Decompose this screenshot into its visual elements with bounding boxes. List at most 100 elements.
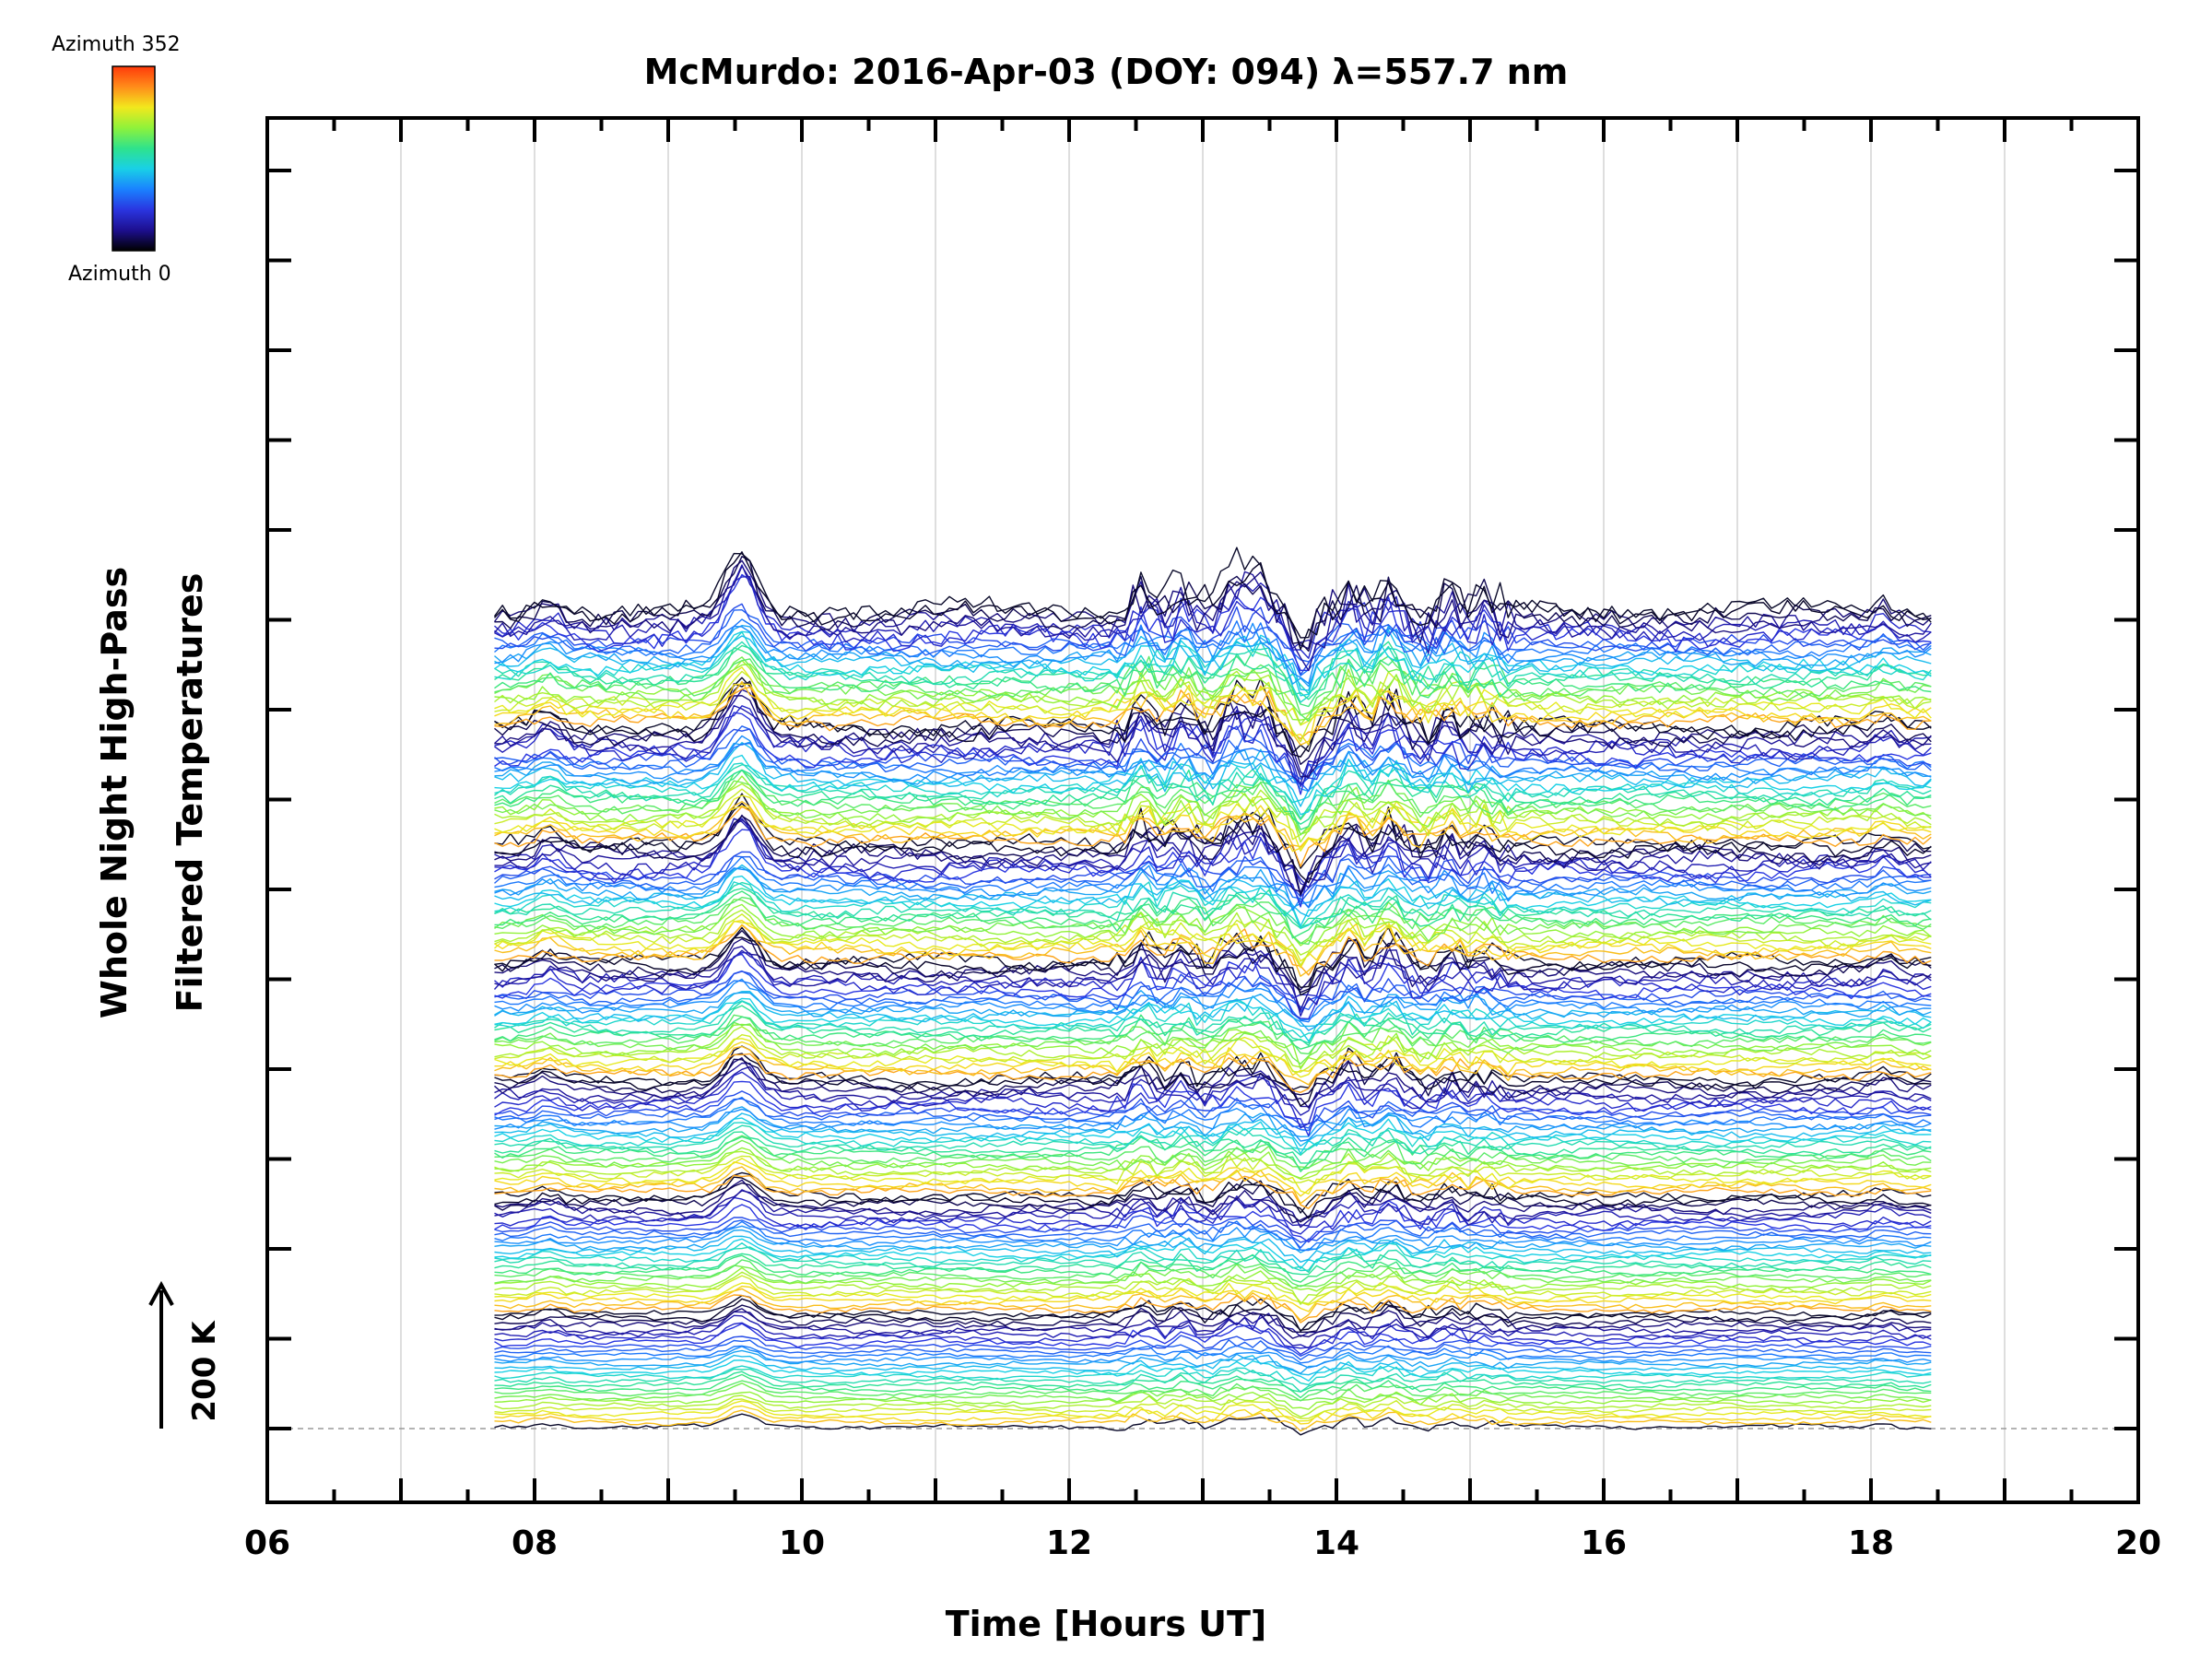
series-line <box>494 656 1932 716</box>
series-line <box>494 564 1932 654</box>
series-line <box>494 864 1932 917</box>
series-line <box>494 1371 1932 1393</box>
series-line <box>493 559 1932 650</box>
series-line <box>494 888 1932 929</box>
series-line <box>493 949 1932 1017</box>
series-line <box>494 725 1932 785</box>
series-line <box>494 1242 1932 1272</box>
series-line <box>494 1023 1932 1070</box>
axes: 06 08 10 12 14 16 18 20 <box>244 118 2161 1562</box>
series-line <box>494 663 1932 721</box>
series-line <box>494 1041 1932 1077</box>
series-line <box>494 1135 1932 1172</box>
series-line <box>494 1122 1932 1150</box>
series-line <box>494 990 1932 1031</box>
series-line <box>494 1182 1932 1223</box>
series-line <box>494 1298 1932 1331</box>
scale-bar-label: 200 K <box>186 1321 223 1422</box>
colorbar <box>112 65 156 252</box>
x-tick-label: 14 <box>1313 1524 1359 1562</box>
series-line <box>494 1373 1932 1399</box>
scale-bar-arrow-head <box>148 1280 174 1306</box>
series-line <box>494 980 1932 1023</box>
series-line <box>494 1176 1932 1219</box>
series-line <box>494 1365 1932 1386</box>
series-line <box>493 547 1932 651</box>
series-line <box>494 1294 1932 1324</box>
series-line <box>494 1391 1932 1410</box>
series-line <box>494 924 1932 977</box>
series-line <box>494 741 1932 793</box>
series-line <box>494 855 1932 908</box>
series-line <box>494 1346 1932 1369</box>
y-axis-label-line-1: Whole Night High-Pass <box>94 566 135 1019</box>
colorbar-max-label: Azimuth 352 <box>52 33 181 56</box>
series-line <box>494 1253 1932 1283</box>
series-line <box>494 1354 1932 1376</box>
series-line <box>494 1098 1932 1129</box>
series-line <box>494 1349 1932 1374</box>
series-line <box>494 1124 1932 1156</box>
series-line <box>494 1238 1932 1269</box>
series-line <box>494 759 1932 804</box>
series-line <box>493 551 1932 639</box>
series-line <box>494 704 1932 784</box>
series-line <box>494 1313 1932 1349</box>
series-line <box>494 1323 1932 1356</box>
series-line <box>494 1135 1932 1171</box>
series-line <box>494 603 1932 676</box>
x-tick-label: 18 <box>1848 1524 1894 1562</box>
series-line <box>494 782 1932 843</box>
series-line <box>494 1266 1932 1292</box>
y-axis-label-line-2: Filtered Temperatures <box>170 572 210 1013</box>
series-line <box>494 1259 1932 1288</box>
series-line <box>494 926 1932 996</box>
series-line <box>494 764 1932 819</box>
series-line <box>494 978 1932 1021</box>
series-line <box>494 1062 1932 1108</box>
series-line <box>494 705 1932 787</box>
series-line <box>494 1112 1932 1147</box>
series-line <box>494 1189 1932 1227</box>
series-line <box>494 1179 1932 1224</box>
series-line <box>494 1229 1932 1253</box>
series-line <box>494 775 1932 835</box>
series-line <box>494 712 1932 795</box>
series-line <box>494 807 1932 896</box>
series-line <box>494 1413 1932 1436</box>
series-line <box>494 735 1932 786</box>
series-line <box>494 1139 1932 1171</box>
series-line <box>494 897 1932 946</box>
series-line <box>494 1053 1932 1093</box>
series-line <box>494 814 1932 893</box>
series-line <box>494 725 1932 780</box>
series-line <box>494 920 1932 969</box>
series-line <box>494 1282 1932 1306</box>
series-line <box>494 1026 1932 1068</box>
series-line <box>494 1304 1932 1334</box>
series-line <box>494 805 1932 853</box>
series-line <box>494 1000 1932 1044</box>
series-line <box>494 1307 1932 1339</box>
series-line <box>494 1339 1932 1360</box>
series-line <box>494 1058 1932 1097</box>
series-line <box>494 769 1932 830</box>
series-line <box>494 692 1932 778</box>
series-line <box>494 1005 1932 1046</box>
series-line <box>494 1036 1932 1078</box>
series-line <box>494 851 1932 898</box>
series-line <box>494 801 1932 849</box>
series-line <box>494 1380 1932 1402</box>
series-line <box>494 1161 1932 1197</box>
series-line <box>494 818 1932 888</box>
series-line <box>494 1359 1932 1382</box>
series-line <box>494 1271 1932 1305</box>
grid-lines <box>267 118 2138 1502</box>
series-line <box>494 1034 1932 1073</box>
series-line <box>494 1253 1932 1276</box>
x-tick-label: 10 <box>779 1524 825 1562</box>
series-line <box>494 998 1932 1039</box>
series-line <box>494 1382 1932 1403</box>
series-line <box>494 881 1932 928</box>
